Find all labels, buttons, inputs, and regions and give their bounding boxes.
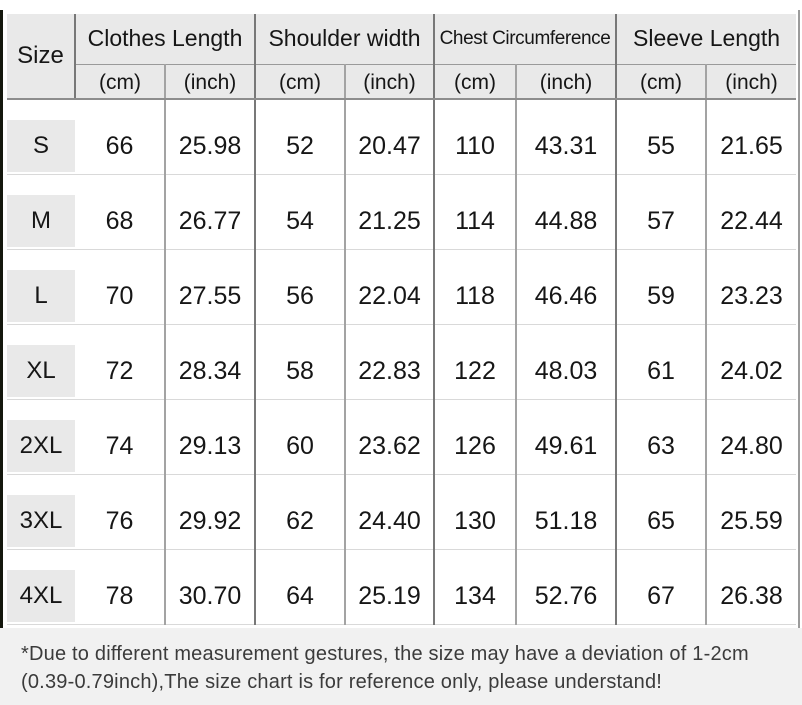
value-cell: 114 <box>433 174 517 250</box>
size-cell: M <box>7 174 75 250</box>
size-label: 2XL <box>7 419 75 472</box>
value-cell: 22.83 <box>344 324 435 400</box>
sleeve-inch-header: (inch) <box>705 64 797 100</box>
value-cell: 126 <box>433 399 517 475</box>
value-cell: 67 <box>615 549 707 625</box>
value-cell: 51.18 <box>515 474 617 550</box>
disclaimer-line-2: (0.39-0.79inch),The size chart is for re… <box>21 671 663 693</box>
value-cell: 21.25 <box>344 174 435 250</box>
value-cell: 76 <box>75 474 165 550</box>
value-cell: 29.92 <box>163 474 256 550</box>
size-column-header: Size <box>7 14 76 100</box>
value-cell: 26.77 <box>163 174 256 250</box>
size-chart-table: Size Clothes Length Shoulder width Chest… <box>7 14 797 625</box>
value-cell: 24.02 <box>705 324 797 400</box>
value-cell: 110 <box>433 99 517 175</box>
value-cell: 22.44 <box>705 174 797 250</box>
size-label: 3XL <box>7 494 75 547</box>
disclaimer-line-1: *Due to different measurement gestures, … <box>21 643 749 665</box>
value-cell: 52.76 <box>515 549 617 625</box>
table-row-4xl: 4XL 78 30.70 64 25.19 134 52.76 67 26.38 <box>7 549 797 625</box>
value-cell: 72 <box>75 324 165 400</box>
disclaimer-note: *Due to different measurement gestures, … <box>0 628 802 705</box>
size-label: S <box>7 119 75 172</box>
table-row-3xl: 3XL 76 29.92 62 24.40 130 51.18 65 25.59 <box>7 474 797 550</box>
header-row-groups: Size Clothes Length Shoulder width Chest… <box>7 14 797 100</box>
value-cell: 46.46 <box>515 249 617 325</box>
value-cell: 28.34 <box>163 324 256 400</box>
chest-cm-header: (cm) <box>433 64 517 100</box>
size-cell: 2XL <box>7 399 75 475</box>
value-cell: 24.40 <box>344 474 435 550</box>
value-cell: 27.55 <box>163 249 256 325</box>
value-cell: 55 <box>615 99 707 175</box>
size-cell: S <box>7 99 75 175</box>
value-cell: 54 <box>254 174 346 250</box>
shoulder-width-header: Shoulder width <box>254 14 435 65</box>
value-cell: 43.31 <box>515 99 617 175</box>
size-cell: XL <box>7 324 75 400</box>
size-cell: 3XL <box>7 474 75 550</box>
value-cell: 21.65 <box>705 99 797 175</box>
value-cell: 30.70 <box>163 549 256 625</box>
sleeve-length-header: Sleeve Length <box>615 14 797 65</box>
value-cell: 61 <box>615 324 707 400</box>
shoulder-inch-header: (inch) <box>344 64 435 100</box>
value-cell: 59 <box>615 249 707 325</box>
value-cell: 29.13 <box>163 399 256 475</box>
value-cell: 56 <box>254 249 346 325</box>
left-photo-edge <box>0 10 3 697</box>
value-cell: 118 <box>433 249 517 325</box>
chest-inch-header: (inch) <box>515 64 617 100</box>
table-row-l: L 70 27.55 56 22.04 118 46.46 59 23.23 <box>7 249 797 325</box>
table-row-s: S 66 25.98 52 20.47 110 43.31 55 21.65 <box>7 99 797 175</box>
value-cell: 74 <box>75 399 165 475</box>
value-cell: 134 <box>433 549 517 625</box>
value-cell: 22.04 <box>344 249 435 325</box>
clothes-inch-header: (inch) <box>163 64 256 100</box>
value-cell: 63 <box>615 399 707 475</box>
value-cell: 78 <box>75 549 165 625</box>
table-row-m: M 68 26.77 54 21.25 114 44.88 57 22.44 <box>7 174 797 250</box>
size-label: L <box>7 269 75 322</box>
value-cell: 23.23 <box>705 249 797 325</box>
size-cell: 4XL <box>7 549 75 625</box>
size-label: XL <box>7 344 75 397</box>
value-cell: 44.88 <box>515 174 617 250</box>
value-cell: 52 <box>254 99 346 175</box>
right-photo-edge <box>798 10 800 697</box>
value-cell: 62 <box>254 474 346 550</box>
value-cell: 60 <box>254 399 346 475</box>
table-row-2xl: 2XL 74 29.13 60 23.62 126 49.61 63 24.80 <box>7 399 797 475</box>
value-cell: 25.98 <box>163 99 256 175</box>
chest-circumference-header: Chest Circumference <box>433 14 617 65</box>
shoulder-cm-header: (cm) <box>254 64 346 100</box>
clothes-cm-header: (cm) <box>75 64 165 100</box>
value-cell: 66 <box>75 99 165 175</box>
value-cell: 23.62 <box>344 399 435 475</box>
value-cell: 20.47 <box>344 99 435 175</box>
value-cell: 68 <box>75 174 165 250</box>
value-cell: 58 <box>254 324 346 400</box>
sleeve-cm-header: (cm) <box>615 64 707 100</box>
value-cell: 122 <box>433 324 517 400</box>
value-cell: 70 <box>75 249 165 325</box>
table-row-xl: XL 72 28.34 58 22.83 122 48.03 61 24.02 <box>7 324 797 400</box>
value-cell: 130 <box>433 474 517 550</box>
value-cell: 25.59 <box>705 474 797 550</box>
size-label: M <box>7 194 75 247</box>
value-cell: 64 <box>254 549 346 625</box>
value-cell: 25.19 <box>344 549 435 625</box>
header-row-units: (cm) (inch) (cm) (inch) (cm) (inch) (cm)… <box>7 64 797 100</box>
value-cell: 49.61 <box>515 399 617 475</box>
value-cell: 26.38 <box>705 549 797 625</box>
size-cell: L <box>7 249 75 325</box>
value-cell: 65 <box>615 474 707 550</box>
size-label: 4XL <box>7 569 75 622</box>
value-cell: 48.03 <box>515 324 617 400</box>
value-cell: 57 <box>615 174 707 250</box>
clothes-length-header: Clothes Length <box>75 14 256 65</box>
value-cell: 24.80 <box>705 399 797 475</box>
